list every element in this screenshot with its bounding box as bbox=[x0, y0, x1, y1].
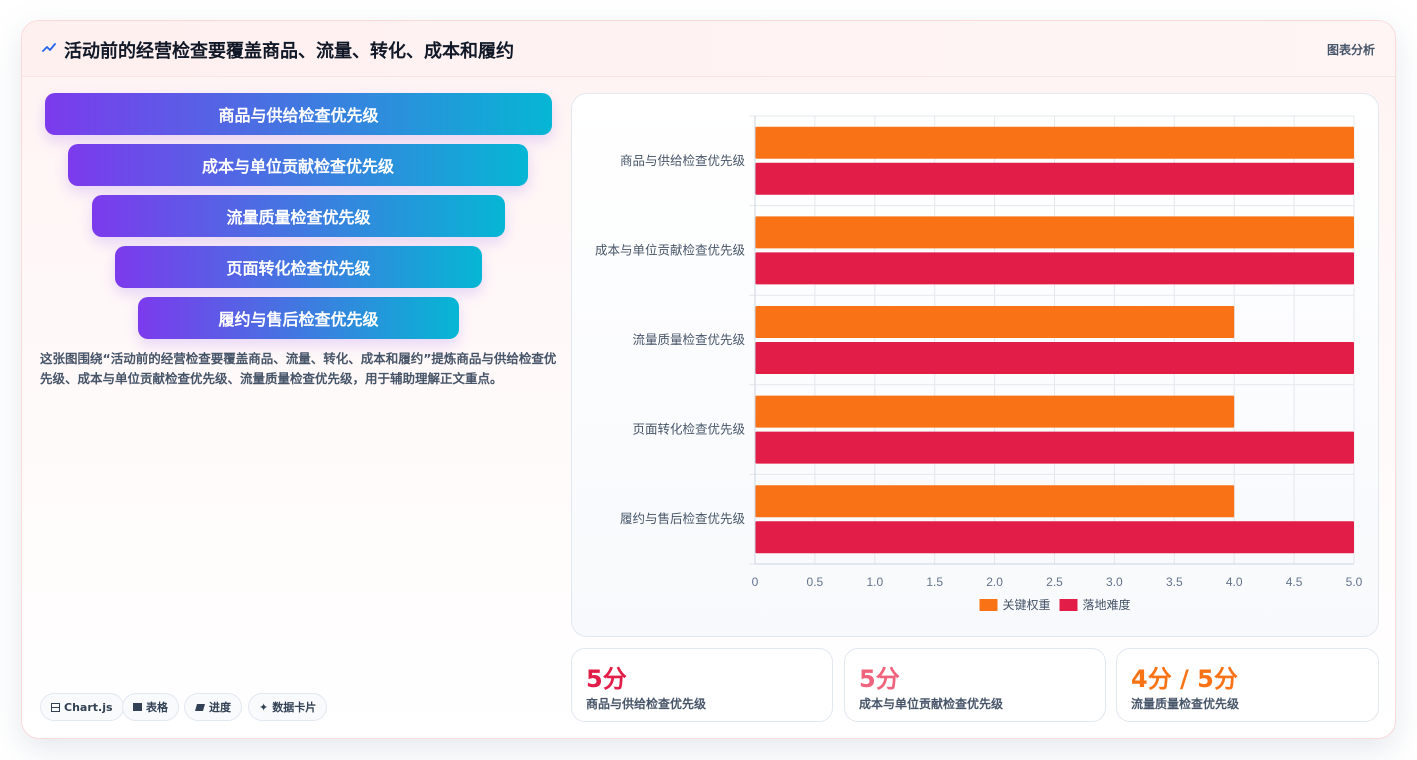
trend-icon bbox=[42, 43, 56, 52]
bar bbox=[755, 162, 1354, 195]
x-tick-label: 3.0 bbox=[1106, 575, 1123, 589]
bar bbox=[755, 306, 1235, 338]
progress-pill[interactable]: 进度 bbox=[184, 693, 242, 721]
funnel-stage-label: 流量质量检查优先级 bbox=[226, 208, 371, 227]
y-tick-label: 成本与单位贡献检查优先级 bbox=[595, 242, 746, 257]
chartjs-pill[interactable]: Chart.js bbox=[40, 693, 124, 721]
x-tick-label: 0 bbox=[752, 575, 759, 589]
x-tick-label: 1.5 bbox=[926, 575, 943, 589]
stat-value: 5分 bbox=[859, 665, 900, 693]
stat-card: 4分 / 5分 流量质量检查优先级 bbox=[1116, 648, 1379, 722]
x-tick-label: 4.0 bbox=[1226, 575, 1243, 589]
bar bbox=[755, 395, 1235, 428]
pill-label: Chart.js bbox=[64, 700, 113, 714]
funnel-stage-label: 成本与单位贡献检查优先级 bbox=[201, 157, 394, 176]
page-title: 活动前的经营检查要覆盖商品、流量、转化、成本和履约 bbox=[64, 41, 514, 62]
funnel-stage: 成本与单位贡献检查优先级 bbox=[68, 144, 528, 186]
y-tick-label: 履约与售后检查优先级 bbox=[620, 511, 746, 526]
x-tick-label: 2.5 bbox=[1046, 575, 1063, 589]
chart-icon bbox=[51, 702, 60, 712]
stat-value: 4分 / 5分 bbox=[1131, 665, 1238, 693]
bar bbox=[755, 485, 1235, 518]
chart-panel: 0 0.5 1.0 1.5 2.0 2.5 3.0 3.5 4.0 4.5 5.0 商品与供给检查优先… bbox=[571, 93, 1379, 637]
chart-description: 这张图围绕“活动前的经营检查要覆盖商品、流量、转化、成本和履约”提炼商品与供给检… bbox=[40, 351, 557, 386]
main-card: 活动前的经营检查要覆盖商品、流量、转化、成本和履约 图表分析 商品与供给检查优先… bbox=[21, 20, 1396, 739]
card-icon: ✦ bbox=[259, 700, 269, 714]
stat-label: 流量质量检查优先级 bbox=[1131, 697, 1240, 711]
legend-swatch bbox=[979, 599, 998, 611]
stat-label: 成本与单位贡献检查优先级 bbox=[859, 697, 1004, 711]
legend-label: 落地难度 bbox=[1083, 597, 1131, 612]
x-tick-label: 0.5 bbox=[807, 575, 824, 589]
bar bbox=[755, 216, 1354, 249]
stat-value: 5分 bbox=[586, 665, 627, 693]
x-tick-label: 2.0 bbox=[986, 575, 1003, 589]
stat-card: 5分 商品与供给检查优先级 bbox=[571, 648, 833, 722]
data-card-pill[interactable]: ✦ 数据卡片 bbox=[248, 693, 328, 721]
funnel-stage-label: 履约与售后检查优先级 bbox=[218, 310, 379, 329]
bar bbox=[755, 521, 1354, 554]
pill-label: 表格 bbox=[146, 701, 168, 714]
x-tick-label: 5.0 bbox=[1346, 575, 1363, 589]
stat-label: 商品与供给检查优先级 bbox=[586, 697, 707, 711]
chart-analysis-tag: 图表分析 bbox=[1326, 43, 1375, 57]
bar-chart: 0 0.5 1.0 1.5 2.0 2.5 3.0 3.5 4.0 4.5 5.0 商品与供给检查优先… bbox=[595, 115, 1363, 612]
legend-label: 关键权重 bbox=[1003, 598, 1051, 612]
funnel-stage: 页面转化检查优先级 bbox=[115, 246, 482, 288]
bar bbox=[755, 431, 1354, 464]
funnel-stage: 流量质量检查优先级 bbox=[92, 195, 505, 237]
x-tick-label: 4.5 bbox=[1286, 575, 1303, 589]
header: 活动前的经营检查要覆盖商品、流量、转化、成本和履约 图表分析 bbox=[22, 21, 1395, 77]
stat-card: 5分 成本与单位贡献检查优先级 bbox=[844, 648, 1106, 722]
x-tick-label: 1.0 bbox=[866, 575, 883, 589]
legend-swatch bbox=[1059, 599, 1078, 611]
funnel-stage-label: 商品与供给检查优先级 bbox=[218, 106, 379, 125]
bar bbox=[755, 252, 1354, 285]
x-tick-label: 3.5 bbox=[1166, 575, 1183, 589]
table-icon bbox=[133, 703, 142, 711]
progress-icon bbox=[195, 703, 205, 711]
pill-label: 进度 bbox=[209, 701, 231, 714]
bar bbox=[755, 126, 1354, 159]
y-tick-label: 商品与供给检查优先级 bbox=[620, 153, 746, 168]
funnel-stage: 履约与售后检查优先级 bbox=[138, 297, 459, 339]
pill-label: 数据卡片 bbox=[272, 701, 317, 714]
y-tick-label: 流量质量检查优先级 bbox=[632, 332, 745, 347]
table-pill[interactable]: 表格 bbox=[122, 693, 179, 721]
bar bbox=[755, 342, 1354, 374]
y-tick-label: 页面转化检查优先级 bbox=[632, 422, 745, 437]
funnel-stage: 商品与供给检查优先级 bbox=[45, 93, 552, 135]
funnel-stage-label: 页面转化检查优先级 bbox=[226, 259, 371, 278]
